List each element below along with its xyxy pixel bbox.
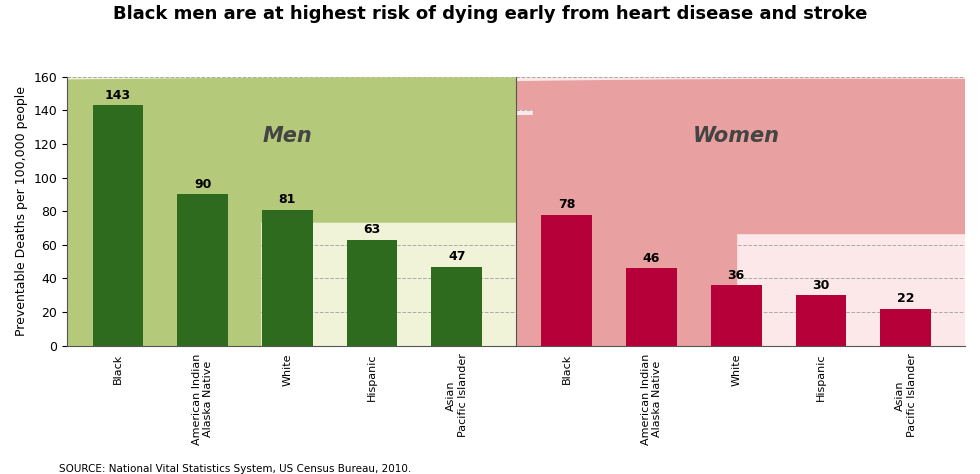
Bar bbox=[880, 309, 931, 346]
Polygon shape bbox=[0, 211, 980, 233]
Polygon shape bbox=[533, 104, 980, 116]
Text: 36: 36 bbox=[728, 269, 745, 282]
Text: 78: 78 bbox=[559, 198, 575, 211]
Text: 30: 30 bbox=[812, 279, 830, 292]
Polygon shape bbox=[0, 152, 980, 192]
Text: 63: 63 bbox=[364, 223, 380, 237]
Bar bbox=[796, 295, 847, 346]
Text: 143: 143 bbox=[105, 89, 131, 102]
Text: 46: 46 bbox=[643, 252, 661, 265]
Polygon shape bbox=[17, 104, 829, 116]
Polygon shape bbox=[585, 222, 980, 346]
Bar bbox=[431, 267, 482, 346]
Text: 47: 47 bbox=[448, 250, 466, 264]
Polygon shape bbox=[0, 195, 980, 222]
Ellipse shape bbox=[0, 78, 980, 113]
Y-axis label: Preventable Deaths per 100,000 people: Preventable Deaths per 100,000 people bbox=[15, 86, 28, 336]
Text: Black men are at highest risk of dying early from heart disease and stroke: Black men are at highest risk of dying e… bbox=[113, 5, 867, 23]
Bar bbox=[347, 240, 398, 346]
Polygon shape bbox=[0, 233, 736, 346]
Polygon shape bbox=[0, 116, 980, 152]
Bar bbox=[542, 215, 592, 346]
Text: Women: Women bbox=[693, 126, 780, 146]
Bar bbox=[710, 285, 761, 346]
Text: SOURCE: National Vital Statistics System, US Census Bureau, 2010.: SOURCE: National Vital Statistics System… bbox=[59, 464, 411, 474]
Polygon shape bbox=[0, 116, 980, 195]
Bar bbox=[626, 268, 677, 346]
Bar bbox=[92, 105, 143, 346]
Text: 22: 22 bbox=[897, 292, 914, 305]
Polygon shape bbox=[0, 222, 261, 346]
Ellipse shape bbox=[194, 79, 980, 112]
Polygon shape bbox=[0, 192, 980, 211]
Bar bbox=[262, 210, 313, 346]
Text: 90: 90 bbox=[194, 178, 212, 191]
Text: 81: 81 bbox=[278, 193, 296, 206]
Bar bbox=[177, 194, 228, 346]
Text: Men: Men bbox=[263, 126, 313, 146]
